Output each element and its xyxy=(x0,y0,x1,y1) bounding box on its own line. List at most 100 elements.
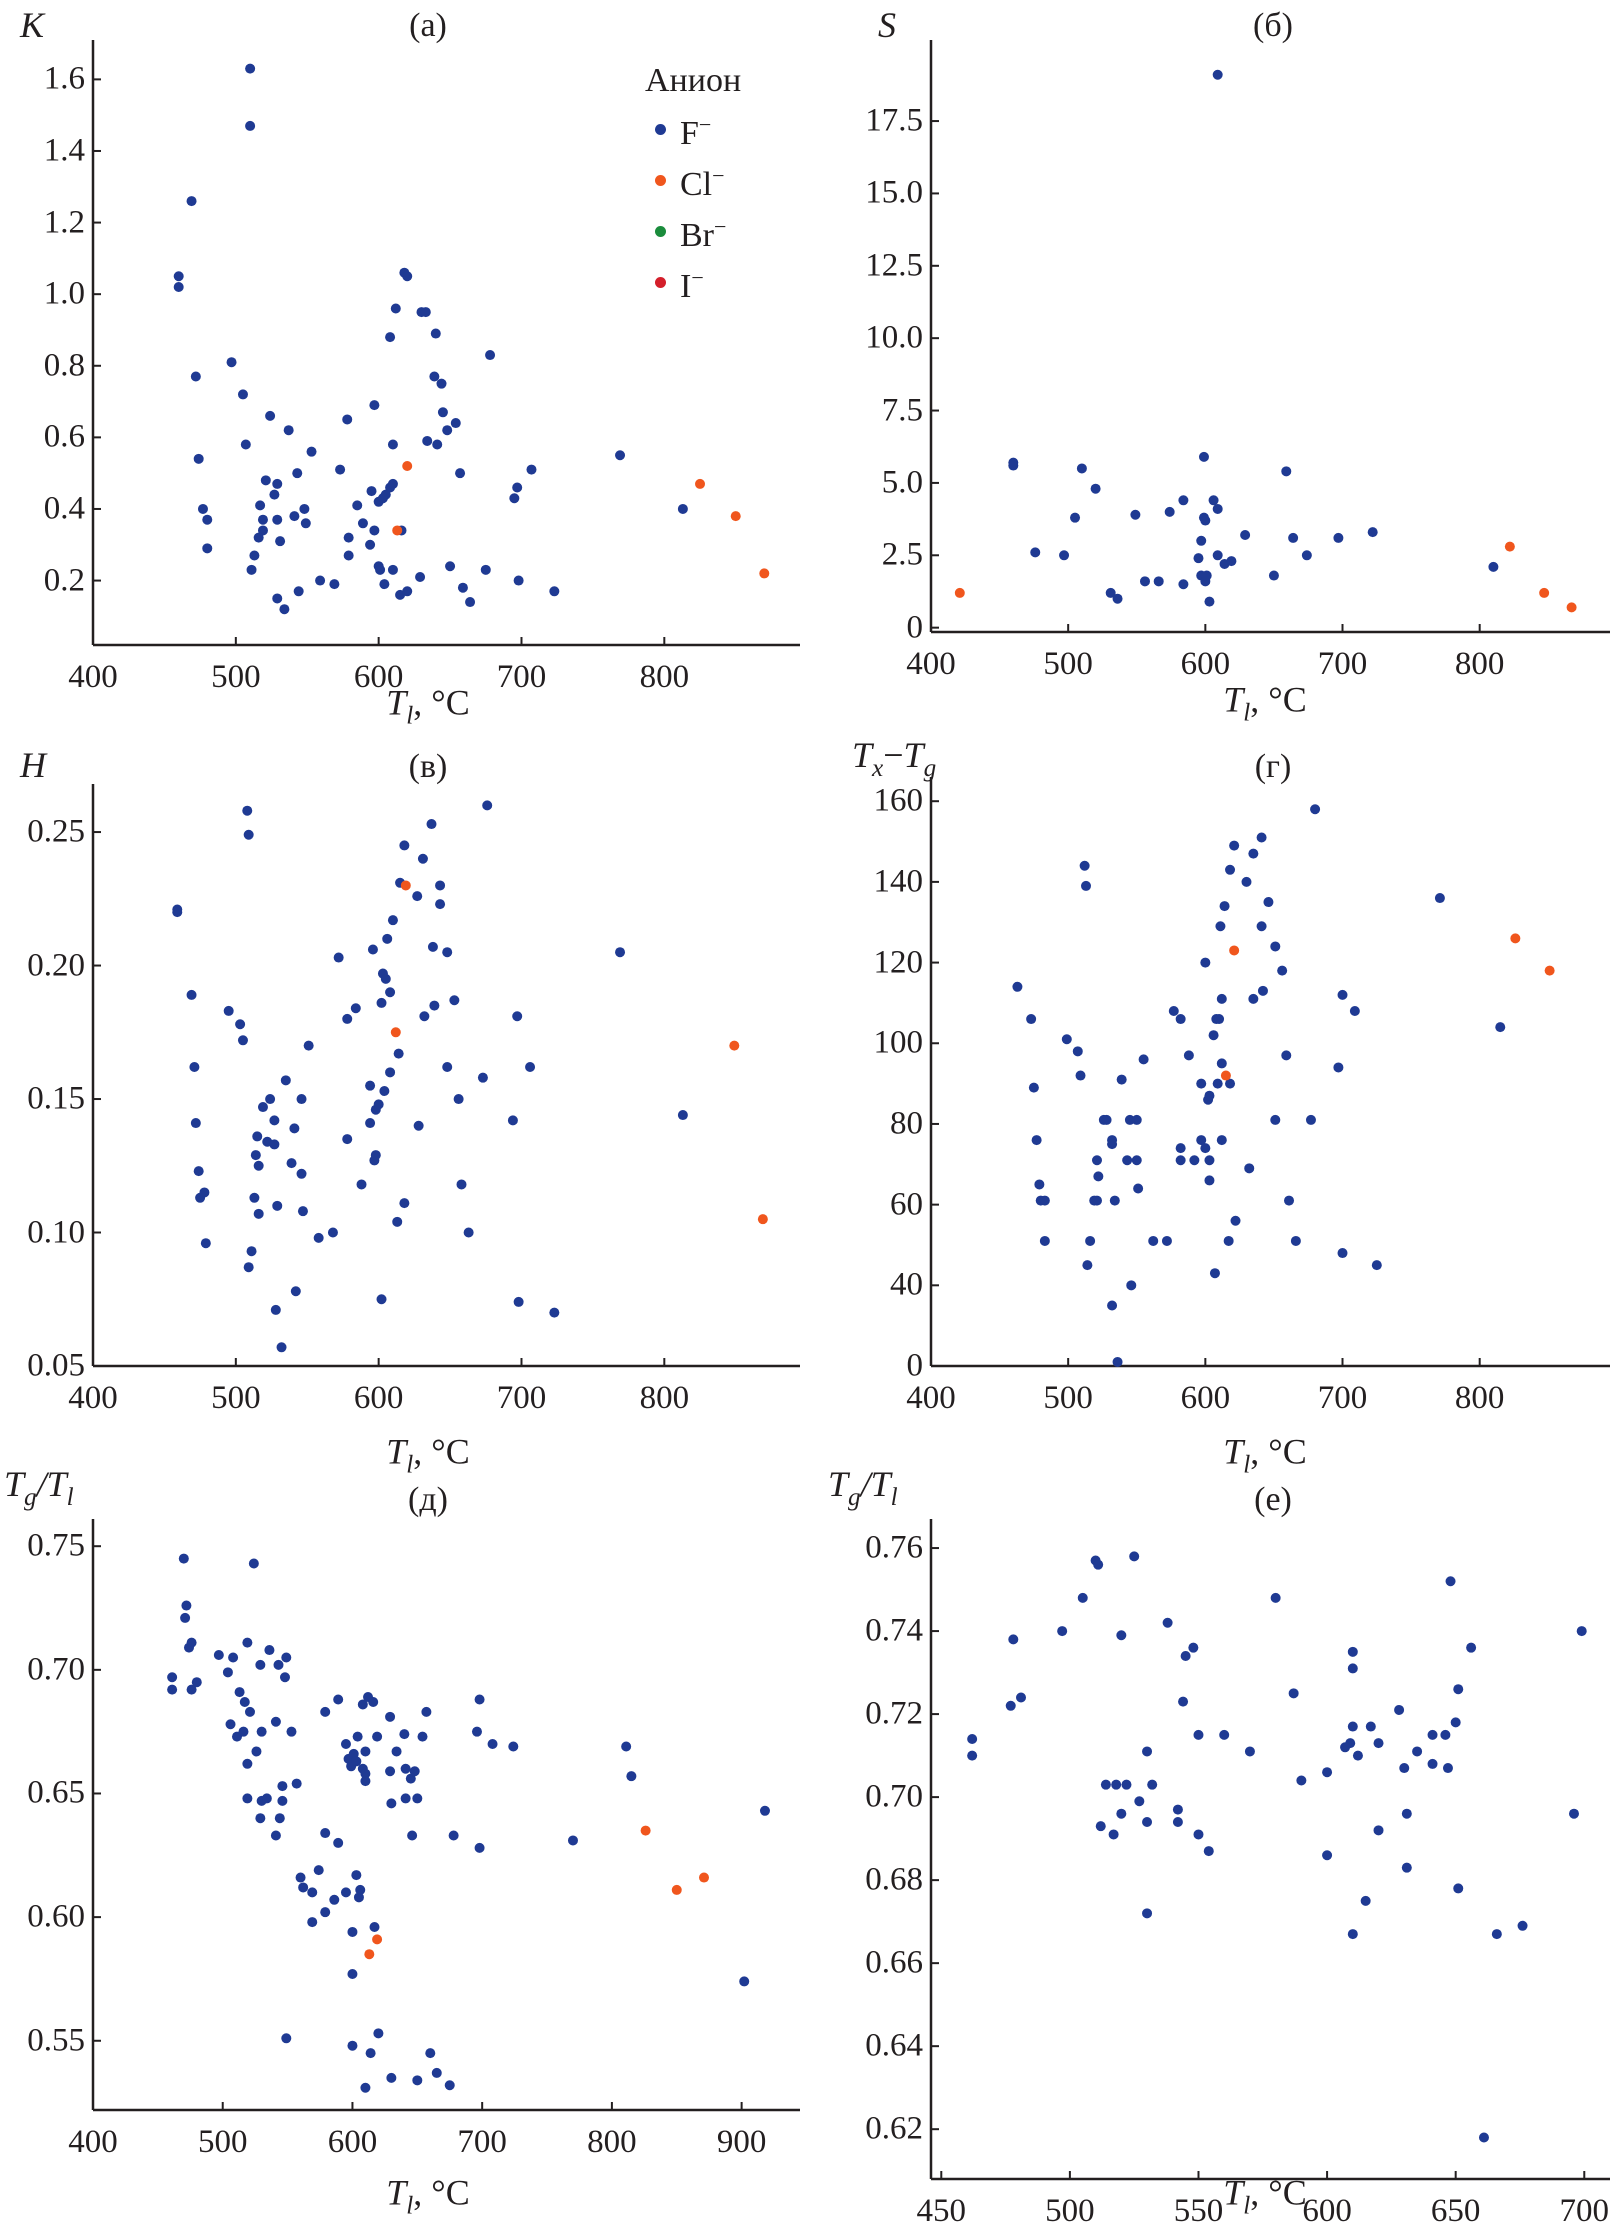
data-point-f xyxy=(180,1612,191,1623)
data-point-f xyxy=(457,582,468,593)
label-segment: l xyxy=(406,2192,414,2220)
data-point-cl xyxy=(695,478,706,489)
data-point-f xyxy=(1039,1195,1050,1206)
data-point-f xyxy=(1133,1183,1144,1194)
data-point-f xyxy=(1488,561,1499,572)
data-point-f xyxy=(279,1672,290,1683)
data-point-f xyxy=(291,1778,302,1789)
data-point-f xyxy=(269,1139,280,1150)
data-point-f xyxy=(343,532,354,543)
label-segment: , °C xyxy=(413,682,470,723)
data-point-f xyxy=(1215,921,1226,932)
data-point-f xyxy=(448,1830,459,1841)
data-point-cl xyxy=(1220,1070,1231,1081)
data-point-f xyxy=(1193,1729,1204,1740)
data-point-f xyxy=(243,1262,254,1273)
data-point-f xyxy=(379,1086,390,1097)
data-point-f xyxy=(1290,1235,1301,1246)
data-point-cl xyxy=(1504,541,1515,552)
data-point-f xyxy=(335,464,346,475)
data-point-f xyxy=(1105,587,1116,598)
data-point-f xyxy=(1139,576,1150,587)
data-point-f xyxy=(251,1746,262,1757)
data-point-f xyxy=(1296,1775,1307,1786)
data-point-f xyxy=(1085,1235,1096,1246)
legend-marker-icon xyxy=(655,226,666,238)
data-point-cl xyxy=(730,511,741,522)
data-point-f xyxy=(1108,1829,1119,1840)
y-tick-label: 0.62 xyxy=(865,2110,923,2147)
data-point-f xyxy=(265,410,276,421)
y-tick-label: 0.10 xyxy=(27,1214,85,1250)
data-point-f xyxy=(626,1771,637,1782)
data-point-f xyxy=(1248,848,1259,859)
x-tick-label: 650 xyxy=(1430,2193,1481,2229)
data-point-cl xyxy=(671,1884,682,1895)
data-point-f xyxy=(1116,1808,1127,1819)
data-point-f xyxy=(252,1131,263,1142)
data-point-f xyxy=(237,1035,248,1046)
data-point-f xyxy=(1453,1883,1464,1894)
data-point-f xyxy=(1188,1642,1199,1653)
data-point-cl xyxy=(1539,587,1550,598)
x-tick-label: 700 xyxy=(1559,2193,1610,2229)
data-point-f xyxy=(400,1763,411,1774)
data-point-f xyxy=(1270,941,1281,952)
data-point-f xyxy=(370,1150,381,1161)
data-point-cl xyxy=(400,880,411,891)
data-point-f xyxy=(269,1115,280,1126)
data-point-f xyxy=(487,1739,498,1750)
data-point-f xyxy=(1072,1046,1083,1057)
data-point-f xyxy=(1349,1005,1360,1016)
data-point-f xyxy=(340,1739,351,1750)
data-point-f xyxy=(1434,893,1445,904)
data-point-f xyxy=(186,989,197,1000)
data-point-f xyxy=(240,439,251,450)
data-point-f xyxy=(1401,1862,1412,1873)
data-point-f xyxy=(250,1150,261,1161)
legend-label: Cl− xyxy=(680,155,725,206)
x-axis-label: Tl, °C xyxy=(386,682,469,731)
data-point-f xyxy=(567,1835,578,1846)
y-tick-label: 15.0 xyxy=(865,174,923,211)
data-point-f xyxy=(357,1699,368,1710)
data-point-f xyxy=(485,350,496,361)
label-segment: l xyxy=(890,1483,898,1511)
data-point-cl xyxy=(699,1872,710,1883)
x-tick-label: 400 xyxy=(906,1380,956,1416)
y-tick-label: 0.70 xyxy=(27,1651,85,1688)
data-point-f xyxy=(1225,864,1236,875)
y-axis-label: Tg/Tl xyxy=(828,1463,898,1512)
data-point-f xyxy=(296,1094,307,1105)
data-point-f xyxy=(377,493,388,504)
data-point-f xyxy=(242,805,253,816)
data-point-f xyxy=(260,475,271,486)
data-point-f xyxy=(286,1726,297,1737)
data-point-f xyxy=(270,1304,281,1315)
data-point-f xyxy=(1212,1078,1223,1089)
data-point-f xyxy=(387,439,398,450)
data-point-f xyxy=(1453,1684,1464,1695)
data-point-f xyxy=(299,503,310,514)
data-point-f xyxy=(621,1741,632,1752)
data-point-f xyxy=(512,482,523,493)
data-point-f xyxy=(352,500,363,511)
y-tick-label: 5.0 xyxy=(881,464,923,501)
data-point-f xyxy=(373,2028,384,2039)
data-point-f xyxy=(257,514,268,525)
data-point-f xyxy=(387,564,398,575)
data-point-f xyxy=(513,575,524,586)
data-point-f xyxy=(303,1040,314,1051)
x-tick-label: 700 xyxy=(496,659,547,695)
data-point-f xyxy=(1142,1908,1153,1919)
data-point-f xyxy=(442,425,453,436)
x-tick-label: 600 xyxy=(1180,646,1231,682)
data-point-f xyxy=(1026,1014,1037,1025)
data-point-f xyxy=(1399,1763,1410,1774)
label-segment: / xyxy=(860,1464,871,1504)
data-point-f xyxy=(1112,1356,1123,1367)
data-point-f xyxy=(1263,897,1274,908)
y-axis-label: H xyxy=(20,744,46,786)
x-tick-label: 500 xyxy=(211,1380,261,1416)
data-point-f xyxy=(1116,1074,1127,1085)
